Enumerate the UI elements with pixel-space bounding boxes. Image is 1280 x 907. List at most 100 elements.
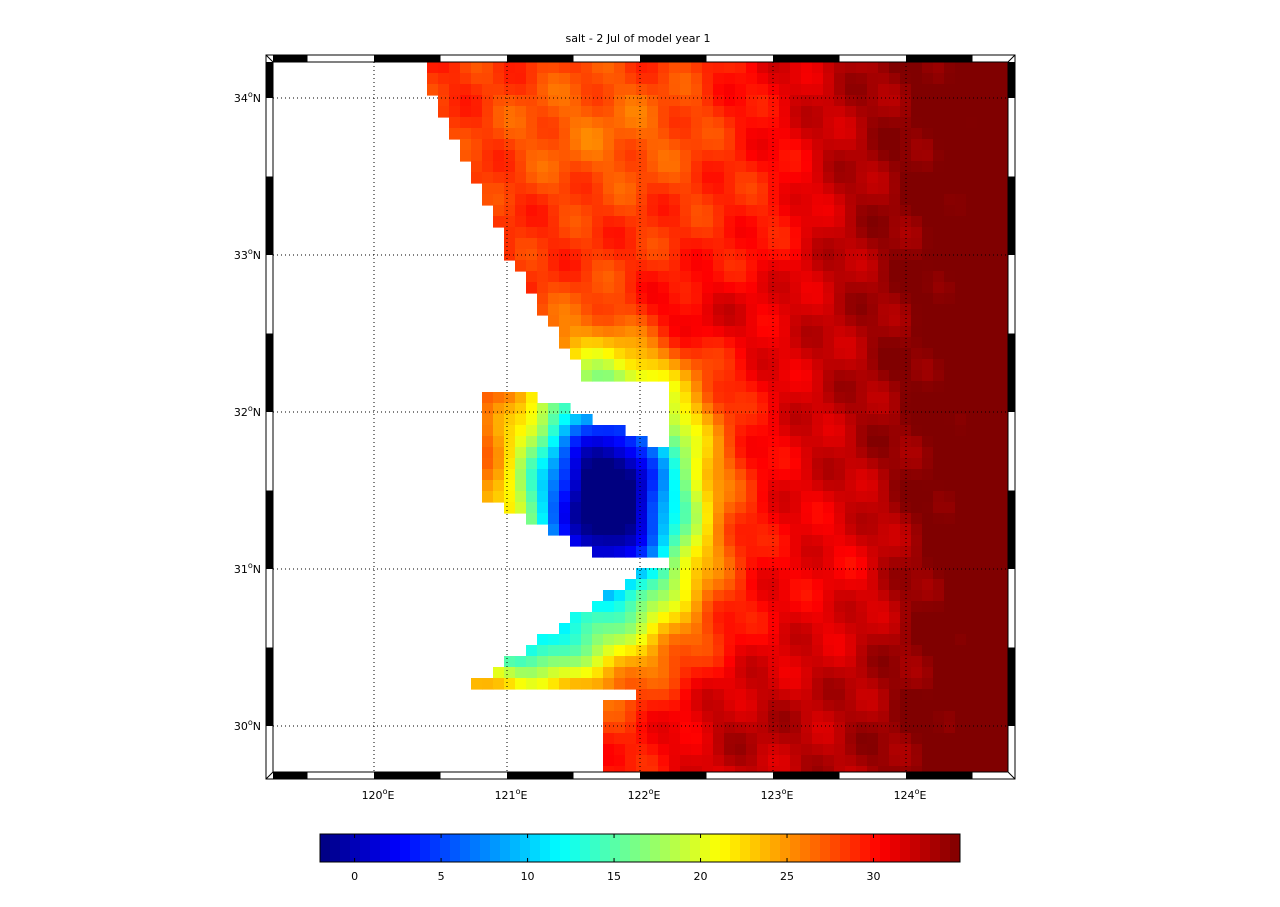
salinity-cell (658, 480, 670, 492)
salinity-cell (922, 524, 934, 536)
salinity-cell (768, 612, 780, 624)
salinity-cell (570, 524, 582, 536)
salinity-cell (834, 73, 846, 85)
salinity-cell (658, 601, 670, 613)
salinity-cell (526, 128, 538, 140)
salinity-cell (790, 612, 802, 624)
salinity-cell (680, 117, 692, 129)
salinity-cell (834, 315, 846, 327)
salinity-cell (988, 766, 1000, 772)
salinity-cell (977, 667, 989, 679)
salinity-cell (867, 84, 879, 96)
salinity-cell (779, 557, 791, 569)
salinity-cell (592, 216, 604, 228)
salinity-cell (647, 227, 659, 239)
salinity-cell (768, 513, 780, 525)
salinity-cell (977, 403, 989, 415)
salinity-cell (922, 700, 934, 712)
salinity-cell (944, 260, 956, 272)
salinity-cell (515, 84, 527, 96)
salinity-cell (856, 744, 868, 756)
salinity-cell (834, 183, 846, 195)
salinity-cell (592, 667, 604, 679)
salinity-cell (834, 711, 846, 723)
salinity-cell (724, 755, 736, 767)
salinity-cell (680, 667, 692, 679)
salinity-cell (757, 62, 769, 74)
salinity-cell (702, 722, 714, 734)
salinity-cell (977, 293, 989, 305)
colorbar-swatch (940, 834, 951, 862)
salinity-cell (867, 359, 879, 371)
salinity-cell (944, 568, 956, 580)
salinity-cell (999, 524, 1008, 536)
salinity-cell (548, 678, 560, 690)
salinity-cell (955, 612, 967, 624)
salinity-cell (691, 766, 703, 772)
salinity-cell (878, 128, 890, 140)
salinity-cell (548, 656, 560, 668)
colorbar-swatch (610, 834, 621, 862)
salinity-cell (537, 425, 549, 437)
salinity-cell (702, 755, 714, 767)
salinity-cell (867, 271, 879, 283)
salinity-cell (647, 469, 659, 481)
salinity-cell (790, 348, 802, 360)
frame-segment (266, 176, 273, 255)
salinity-cell (955, 700, 967, 712)
salinity-cell (856, 315, 868, 327)
salinity-cell (999, 315, 1008, 327)
salinity-cell (647, 315, 659, 327)
salinity-cell (735, 194, 747, 206)
salinity-cell (922, 172, 934, 184)
salinity-cell (911, 271, 923, 283)
salinity-cell (856, 359, 868, 371)
salinity-cell (537, 293, 549, 305)
salinity-cell (834, 480, 846, 492)
salinity-cell (713, 216, 725, 228)
salinity-cell (636, 491, 648, 503)
salinity-cell (515, 502, 527, 514)
salinity-cell (900, 667, 912, 679)
salinity-cell (669, 436, 681, 448)
salinity-cell (944, 623, 956, 635)
salinity-cell (878, 304, 890, 316)
salinity-cell (768, 425, 780, 437)
salinity-cell (867, 458, 879, 470)
salinity-cell (944, 612, 956, 624)
longitude-tick-label: 124oE (894, 787, 927, 802)
salinity-cell (988, 337, 1000, 349)
salinity-cell (999, 546, 1008, 558)
salinity-cell (790, 238, 802, 250)
salinity-cell (801, 623, 813, 635)
salinity-cell (933, 95, 945, 107)
salinity-cell (702, 128, 714, 140)
salinity-cell (713, 370, 725, 382)
salinity-cell (922, 95, 934, 107)
salinity-cell (625, 337, 637, 349)
salinity-cell (955, 315, 967, 327)
salinity-cell (955, 678, 967, 690)
salinity-cell (790, 645, 802, 657)
salinity-cell (746, 480, 758, 492)
salinity-cell (977, 557, 989, 569)
salinity-cell (647, 194, 659, 206)
salinity-cell (515, 183, 527, 195)
salinity-cell (779, 447, 791, 459)
salinity-cell (790, 755, 802, 767)
salinity-cell (526, 458, 538, 470)
salinity-cell (669, 469, 681, 481)
salinity-cell (702, 612, 714, 624)
salinity-cell (779, 128, 791, 140)
salinity-cell (801, 447, 813, 459)
salinity-cell (988, 612, 1000, 624)
salinity-cell (691, 315, 703, 327)
salinity-cell (856, 546, 868, 558)
salinity-cell (537, 282, 549, 294)
salinity-cell (735, 678, 747, 690)
salinity-cell (504, 491, 516, 503)
salinity-cell (647, 304, 659, 316)
salinity-cell (746, 381, 758, 393)
salinity-cell (790, 744, 802, 756)
salinity-cell (625, 128, 637, 140)
